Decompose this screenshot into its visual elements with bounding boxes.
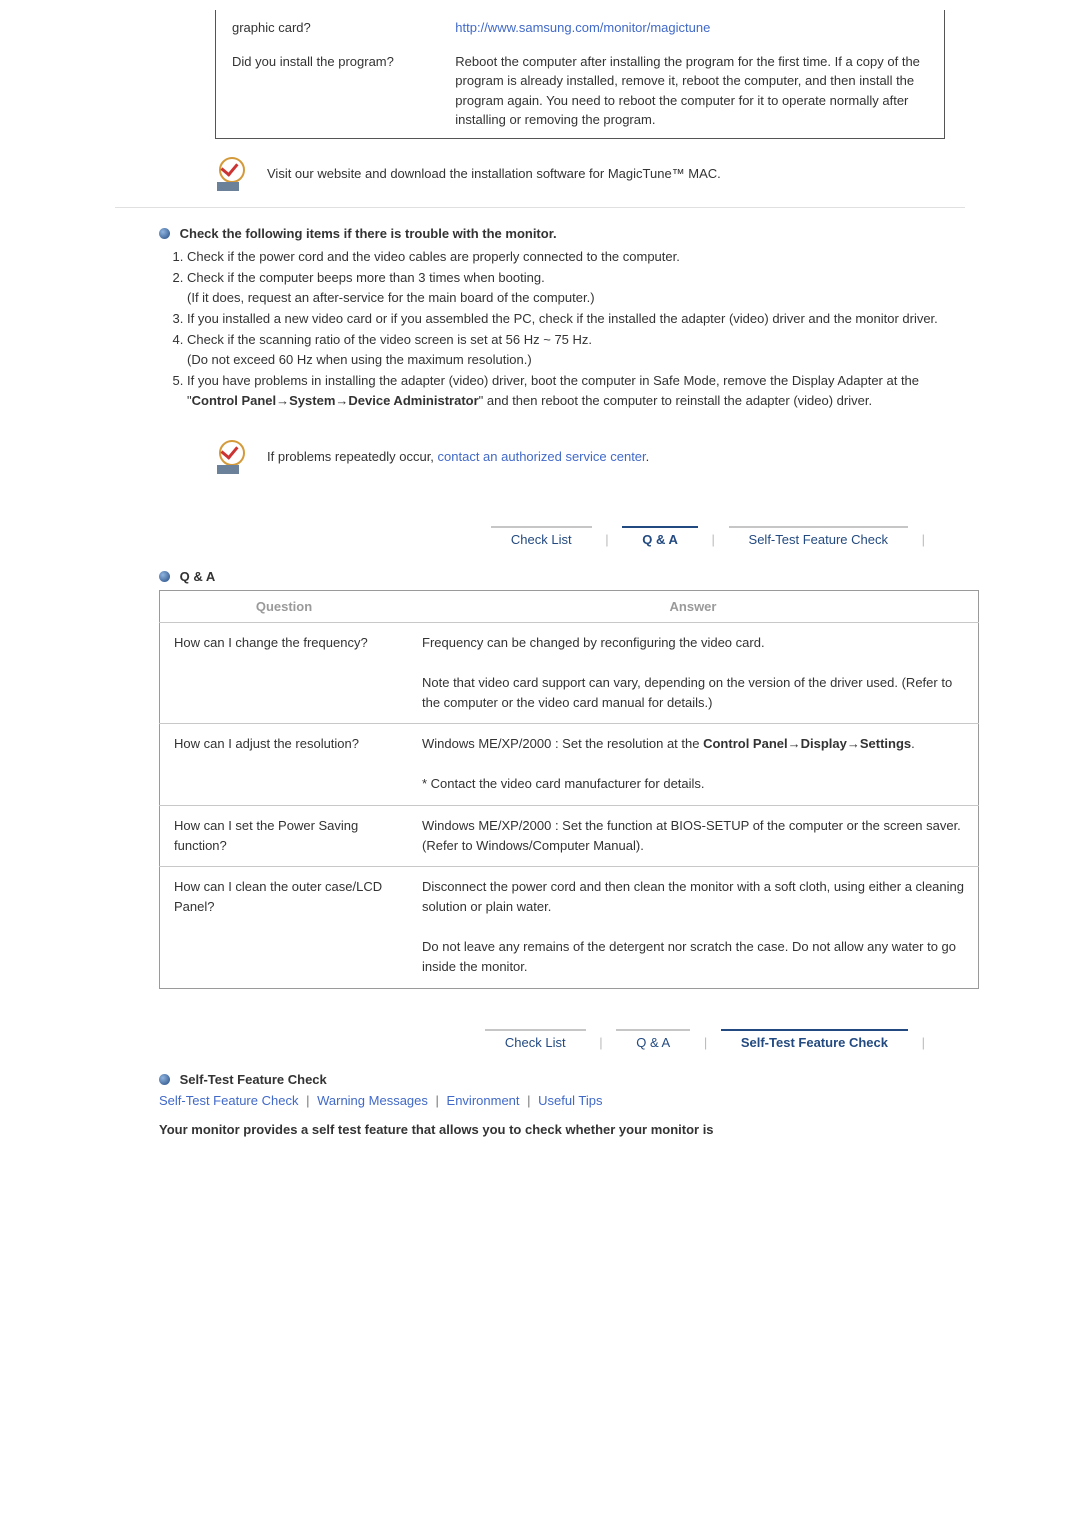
mac-download-note: Visit our website and download the insta… xyxy=(267,166,721,181)
problems-note: If problems repeatedly occur, contact an… xyxy=(267,449,649,464)
list-item: Check if the computer beeps more than 3 … xyxy=(187,268,965,308)
service-center-link[interactable]: contact an authorized service center xyxy=(438,449,646,464)
section-nav: Check List | Q & A | Self-Test Feature C… xyxy=(115,1029,935,1054)
magictune-prereq-table: graphic card? http://www.samsung.com/mon… xyxy=(215,10,945,139)
sublink-selftest[interactable]: Self-Test Feature Check xyxy=(159,1093,298,1108)
qa-a-resolution: Windows ME/XP/2000 : Set the resolution … xyxy=(408,724,979,805)
qa-q-frequency: How can I change the frequency? xyxy=(160,622,409,724)
qa-q-clean: How can I clean the outer case/LCD Panel… xyxy=(160,866,409,988)
troubleshoot-list: Check if the power cord and the video ca… xyxy=(165,247,965,412)
self-test-subnav: Self-Test Feature Check | Warning Messag… xyxy=(159,1093,965,1108)
self-test-intro: Your monitor provides a self test featur… xyxy=(159,1122,965,1137)
checkmark-icon xyxy=(215,440,249,474)
section-nav: Check List | Q & A | Self-Test Feature C… xyxy=(115,526,935,551)
nav-qa[interactable]: Q & A xyxy=(626,1031,680,1054)
list-item: If you have problems in installing the a… xyxy=(187,371,965,411)
sublink-environment[interactable]: Environment xyxy=(447,1093,520,1108)
bullet-icon xyxy=(159,1074,170,1085)
qa-header-question: Question xyxy=(160,590,409,622)
nav-check-list[interactable]: Check List xyxy=(495,1031,576,1054)
list-item: Check if the power cord and the video ca… xyxy=(187,247,965,267)
list-item: If you installed a new video card or if … xyxy=(187,309,965,329)
qa-a-frequency: Frequency can be changed by reconfigurin… xyxy=(408,622,979,724)
nav-check-list[interactable]: Check List xyxy=(501,528,582,551)
sublink-tips[interactable]: Useful Tips xyxy=(538,1093,602,1108)
nav-qa-active[interactable]: Q & A xyxy=(632,528,688,551)
qa-table: Question Answer How can I change the fre… xyxy=(159,590,979,989)
qa-q-resolution: How can I adjust the resolution? xyxy=(160,724,409,805)
list-item: Check if the scanning ratio of the video… xyxy=(187,330,965,370)
samsung-magictune-link[interactable]: http://www.samsung.com/monitor/magictune xyxy=(455,20,710,35)
bullet-icon xyxy=(159,228,170,239)
divider xyxy=(115,207,965,208)
qa-q-powersave: How can I set the Power Saving function? xyxy=(160,805,409,866)
cell-a-install: Reboot the computer after installing the… xyxy=(441,46,942,136)
sublink-warning[interactable]: Warning Messages xyxy=(317,1093,428,1108)
nav-self-test[interactable]: Self-Test Feature Check xyxy=(739,528,898,551)
qa-a-powersave: Windows ME/XP/2000 : Set the function at… xyxy=(408,805,979,866)
check-items-heading: Check the following items if there is tr… xyxy=(180,226,557,241)
cell-q-install: Did you install the program? xyxy=(218,46,439,136)
qa-a-clean: Disconnect the power cord and then clean… xyxy=(408,866,979,988)
qa-header-answer: Answer xyxy=(408,590,979,622)
cell-q-graphic: graphic card? xyxy=(218,12,439,44)
self-test-heading: Self-Test Feature Check xyxy=(180,1072,327,1087)
checkmark-icon xyxy=(215,157,249,191)
nav-self-test-active[interactable]: Self-Test Feature Check xyxy=(731,1031,898,1054)
qa-heading: Q & A xyxy=(180,569,216,584)
bullet-icon xyxy=(159,571,170,582)
